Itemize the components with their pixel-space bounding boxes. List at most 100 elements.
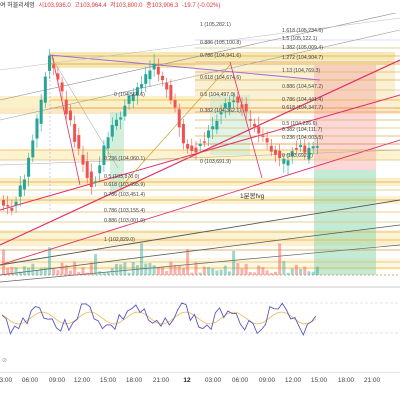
candle-body	[39, 99, 43, 124]
time-label: 15:00	[310, 377, 328, 384]
candle-body	[211, 126, 215, 130]
candle-body	[169, 85, 173, 101]
candle-body	[257, 126, 261, 134]
volume-bar	[123, 262, 127, 275]
candle-body	[10, 207, 14, 211]
fib-label: 0.5 (104,226.6)	[282, 121, 317, 127]
volume-bar	[177, 265, 181, 275]
volume-bar	[98, 271, 102, 275]
volume-bar	[278, 243, 282, 275]
volume-bar	[202, 266, 206, 275]
candle-body	[114, 119, 118, 127]
candle-body	[110, 125, 114, 137]
volume-bar	[253, 272, 257, 275]
volume-bar	[18, 271, 22, 275]
candles	[2, 49, 319, 216]
volume-bar	[219, 269, 223, 275]
volume-bar	[227, 271, 231, 275]
volume-bars	[2, 243, 319, 275]
volume-bar	[236, 263, 240, 275]
trend-line	[49, 54, 321, 81]
volume-bar	[190, 272, 194, 275]
trend-line	[0, 139, 400, 266]
volume-bar	[211, 268, 215, 275]
candle-body	[31, 140, 35, 158]
high-value: 고103,964.4	[74, 3, 107, 9]
candle-body	[286, 160, 290, 166]
volume-bar	[152, 265, 156, 275]
trend-line	[51, 57, 119, 169]
candle-body	[219, 112, 223, 115]
volume-bar	[299, 269, 303, 275]
long-position-stop	[314, 170, 376, 275]
volume-bar	[35, 270, 39, 275]
volume-bar	[244, 263, 248, 275]
candle-body	[27, 157, 31, 177]
fib-label: 0.786 (104,941.6)	[200, 53, 241, 59]
fib-label: 1.382 (105,009.4)	[282, 45, 323, 51]
open-value: 시103,936.0	[38, 3, 71, 9]
volume-bar	[311, 271, 315, 275]
volume-bar	[110, 268, 114, 275]
candle-body	[131, 94, 135, 102]
volume-bar	[173, 265, 177, 275]
time-label: 18:00	[125, 377, 143, 384]
close-value: 종103,906.3	[146, 3, 179, 9]
settings-icon[interactable]: ⊘	[2, 358, 8, 364]
candle-body	[240, 104, 244, 109]
fib-label: 0.5 (104,497.0)	[200, 92, 235, 98]
fib-label: 1.13 (104,769.3)	[282, 68, 320, 74]
candle-body	[307, 147, 311, 160]
volume-bar	[31, 263, 35, 275]
candle-body	[207, 130, 211, 138]
candle-body	[148, 70, 152, 80]
volume-bar	[10, 267, 14, 275]
rsi-line	[1, 302, 317, 337]
volume-bar	[161, 267, 164, 275]
volume-bar	[265, 270, 269, 275]
candle-body	[22, 179, 26, 190]
volume-bar	[77, 271, 81, 275]
volume-bar	[315, 266, 319, 275]
volume-bar	[6, 268, 10, 275]
volume-bar	[131, 262, 135, 275]
trend-line	[0, 94, 400, 211]
volume-bar	[73, 261, 77, 275]
candle-body	[294, 147, 298, 150]
position-boxes	[110, 65, 376, 275]
candle-body	[253, 123, 257, 127]
fib-band	[0, 238, 400, 246]
candle-body	[102, 145, 106, 165]
time-axis[interactable]: 03:00 06:00 09:00 12:00 15:00 18:00 21:00 12 03:…	[0, 372, 400, 401]
volume-bar	[89, 262, 93, 275]
volume-bar	[223, 265, 227, 275]
pane-separator[interactable]	[0, 286, 400, 288]
candle-body	[106, 137, 110, 149]
volume-bar	[307, 271, 311, 275]
volume-bar	[232, 250, 236, 275]
volume-bar	[148, 263, 152, 275]
fib-label: 0.382 (104,111.7)	[282, 127, 322, 133]
fib-label: 0 (103,691.9)	[200, 159, 231, 165]
time-label: 21:00	[363, 377, 381, 384]
trend-line	[0, 224, 400, 276]
fib-label: 1 (105,282.1)	[200, 22, 231, 28]
volume-bar	[39, 268, 43, 275]
candle-body	[64, 99, 68, 115]
volume-bar	[186, 249, 190, 275]
candle-body	[227, 102, 231, 108]
candle-body	[186, 143, 190, 149]
volume-bar	[119, 264, 123, 275]
fib-band	[0, 230, 400, 240]
time-label: 06:00	[21, 377, 39, 384]
time-label: 21:00	[152, 377, 170, 384]
candle-body	[68, 110, 72, 121]
candle-body	[278, 150, 282, 159]
volume-bar	[198, 272, 202, 275]
volume-bar	[106, 271, 110, 275]
volume-bar	[140, 243, 144, 275]
volume-bar	[165, 270, 169, 275]
fvg-annotation: 1분봉fvg	[240, 192, 265, 200]
